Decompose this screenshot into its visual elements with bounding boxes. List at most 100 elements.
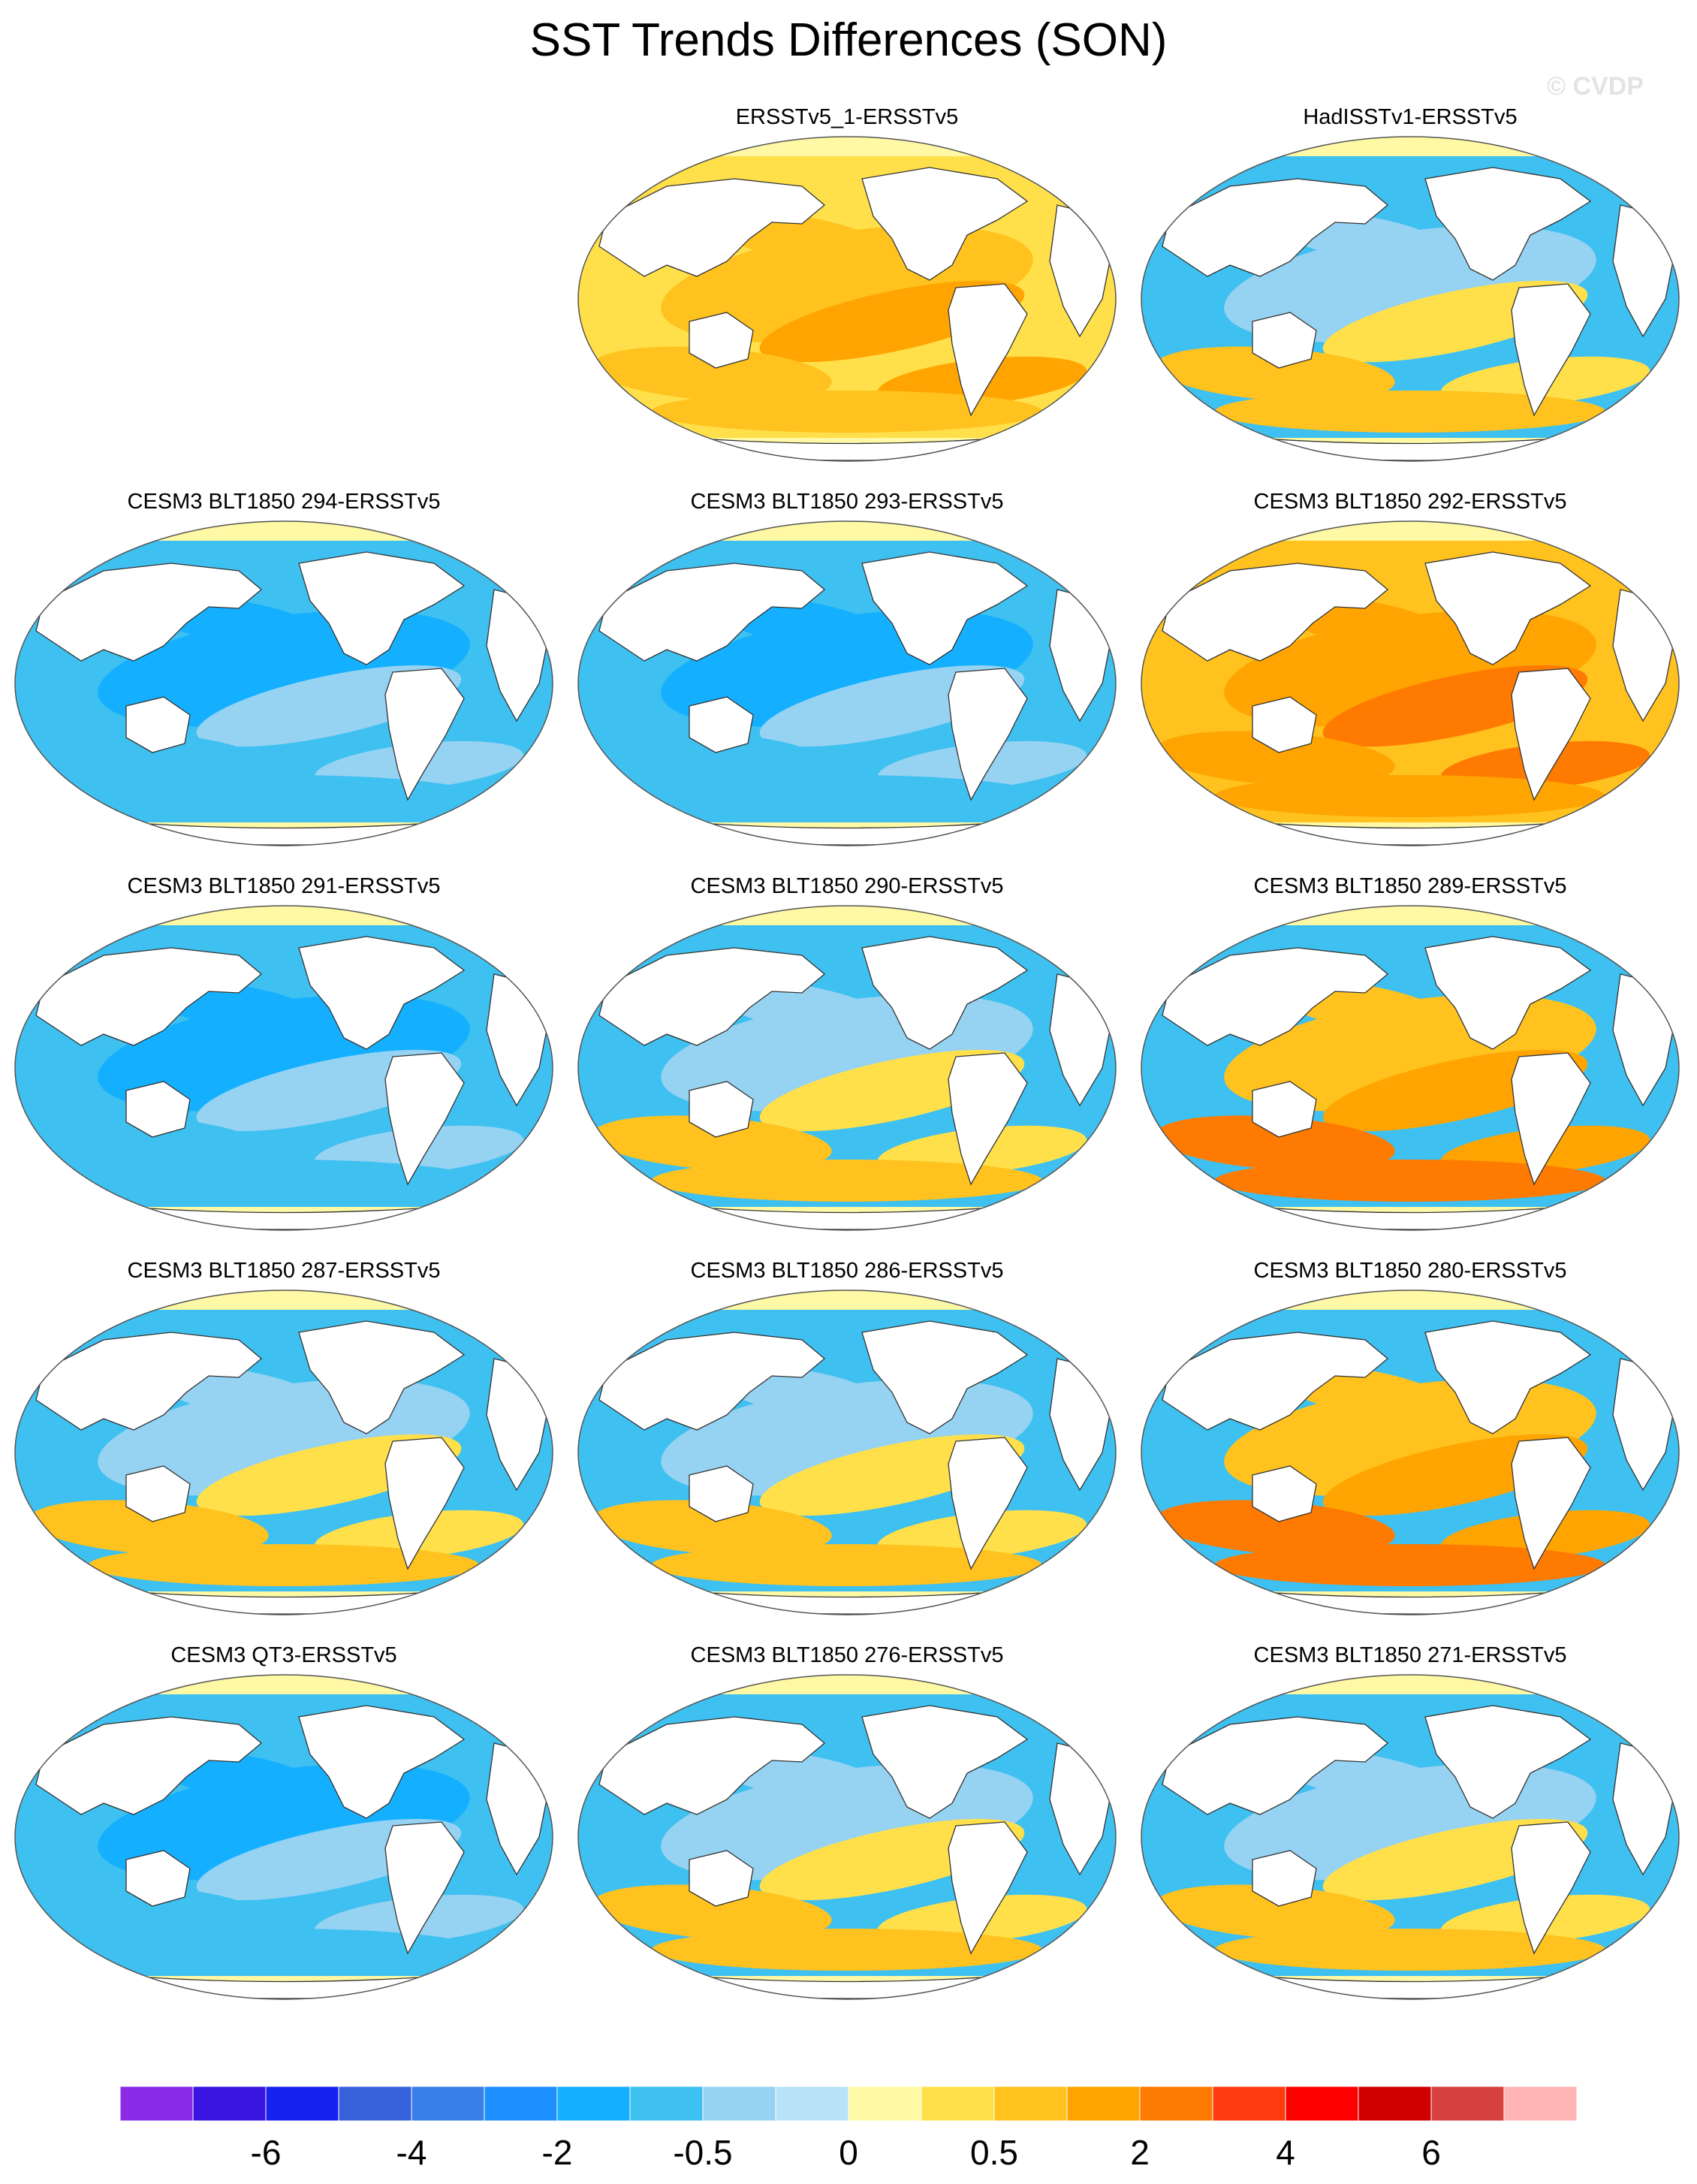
map-panel-title: CESM3 BLT1850 271-ERSSTv5 [1253, 1643, 1567, 1667]
landmass-outline [125, 1081, 191, 1138]
map-panel: CESM3 BLT1850 271-ERSSTv5 [1140, 1643, 1680, 2008]
map-panel-title: CESM3 BLT1850 293-ERSSTv5 [690, 490, 1004, 514]
sst-difference-map [577, 520, 1117, 846]
colorbar-swatch [338, 2086, 412, 2122]
landmass-outline [1162, 563, 1389, 662]
colorbar-swatch [1285, 2086, 1359, 2122]
colorbar-tick-label: 2 [1130, 2133, 1150, 2172]
sst-difference-map [14, 905, 553, 1231]
colorbar-tick-label: -0.5 [673, 2133, 732, 2172]
map-panel: CESM3 BLT1850 280-ERSSTv5 [1140, 1259, 1680, 1623]
sst-difference-map [577, 1290, 1117, 1615]
landmass-outline [948, 283, 1028, 417]
sst-difference-map [14, 1290, 553, 1615]
map-panel: CESM3 BLT1850 286-ERSSTv5 [577, 1259, 1117, 1623]
map-panel: ERSSTv5_1-ERSSTv5 [577, 105, 1117, 469]
sst-difference-map [14, 1674, 553, 2000]
sst-difference-map [1141, 905, 1680, 1231]
map-boundary [1141, 1674, 1680, 2000]
sst-difference-map [577, 1674, 1117, 2000]
sst-difference-map [1141, 520, 1680, 846]
landmass-outline [35, 563, 263, 662]
landmass-outline [861, 551, 1029, 665]
colorbar-swatch [556, 2086, 631, 2122]
colorbar-swatch [1139, 2086, 1213, 2122]
map-panel: CESM3 BLT1850 289-ERSSTv5 [1140, 874, 1680, 1238]
landmass-outline [598, 178, 826, 277]
map-panel: HadISSTv1-ERSSTv5 [1140, 105, 1680, 469]
landmass-outline [1511, 1052, 1591, 1186]
colorbar-swatch [848, 2086, 922, 2122]
landmass-outline [298, 1320, 466, 1434]
landmass-outline [1424, 936, 1592, 1050]
landmass-outline [1424, 1320, 1592, 1434]
colorbar-tick-label: -2 [542, 2133, 573, 2172]
map-boundary [14, 520, 553, 846]
landmass-outline [1424, 1705, 1592, 1819]
landmass-outline [948, 1821, 1028, 1955]
colorbar: -6 -4 -2 -0.5 0 0.5 2 4 6 [120, 2086, 1577, 2172]
landmass-outline [1252, 1465, 1317, 1522]
map-boundary [577, 136, 1117, 462]
map-boundary [577, 905, 1117, 1231]
landmass-outline [1162, 947, 1389, 1046]
sst-difference-map [1141, 136, 1680, 462]
colorbar-tick-label: 0 [839, 2133, 858, 2172]
sst-difference-map [1141, 1290, 1680, 1615]
map-panel-title: CESM3 BLT1850 290-ERSSTv5 [690, 874, 1004, 898]
landmass-outline [1162, 1716, 1389, 1815]
landmass-outline [689, 312, 754, 369]
colorbar-tick-label: 0.5 [970, 2133, 1018, 2172]
colorbar-tick-label: 4 [1276, 2133, 1295, 2172]
landmass-outline [598, 1332, 826, 1431]
colorbar-swatch [120, 2086, 194, 2122]
colorbar-swatch [192, 2086, 267, 2122]
colorbar-swatch [1503, 2086, 1577, 2122]
landmass-outline [598, 563, 826, 662]
map-panel-title: CESM3 BLT1850 280-ERSSTv5 [1253, 1259, 1567, 1283]
map-panel: CESM3 BLT1850 276-ERSSTv5 [577, 1643, 1117, 2008]
landmass-outline [1511, 1437, 1591, 1570]
landmass-outline [298, 551, 466, 665]
landmass-outline [1511, 283, 1591, 417]
colorbar-swatch [484, 2086, 558, 2122]
colorbar-swatch [1430, 2086, 1505, 2122]
cvdp-watermark: © CVDP [1547, 72, 1644, 101]
landmass-outline [384, 1052, 465, 1186]
map-boundary [14, 1290, 553, 1615]
landmass-outline [384, 1437, 465, 1570]
landmass-outline [1162, 178, 1389, 277]
sst-difference-map [577, 905, 1117, 1231]
map-panel-title: CESM3 BLT1850 287-ERSSTv5 [127, 1259, 441, 1283]
map-panel-title: CESM3 BLT1850 291-ERSSTv5 [127, 874, 441, 898]
colorbar-swatch [629, 2086, 704, 2122]
landmass-outline [1424, 551, 1592, 665]
landmass-outline [384, 1821, 465, 1955]
landmass-outline [689, 1850, 754, 1907]
landmass-outline [861, 1320, 1029, 1434]
landmass-outline [35, 947, 263, 1046]
landmass-outline [1424, 167, 1592, 281]
map-panel: CESM3 BLT1850 294-ERSSTv5 [14, 490, 554, 854]
map-boundary [577, 520, 1117, 846]
map-panel: CESM3 BLT1850 292-ERSSTv5 [1140, 490, 1680, 854]
landmass-outline [948, 1437, 1028, 1570]
landmass-outline [689, 1465, 754, 1522]
landmass-outline [35, 1332, 263, 1431]
landmass-outline [298, 1705, 466, 1819]
landmass-outline [598, 947, 826, 1046]
figure-title: SST Trends Differences (SON) [529, 14, 1168, 66]
landmass-outline [1511, 668, 1591, 801]
landmass-outline [384, 668, 465, 801]
landmass-outline [1252, 1081, 1317, 1138]
colorbar-swatch [993, 2086, 1068, 2122]
map-boundary [14, 1674, 553, 2000]
map-panel-title: ERSSTv5_1-ERSSTv5 [735, 105, 959, 129]
map-panel-title: HadISSTv1-ERSSTv5 [1303, 105, 1518, 129]
colorbar-swatch [1212, 2086, 1286, 2122]
colorbar-swatch [1066, 2086, 1141, 2122]
colorbar-swatch [775, 2086, 849, 2122]
sst-difference-map [1141, 1674, 1680, 2000]
map-panel: CESM3 QT3-ERSSTv5 [14, 1643, 554, 2008]
map-boundary [577, 1290, 1117, 1615]
